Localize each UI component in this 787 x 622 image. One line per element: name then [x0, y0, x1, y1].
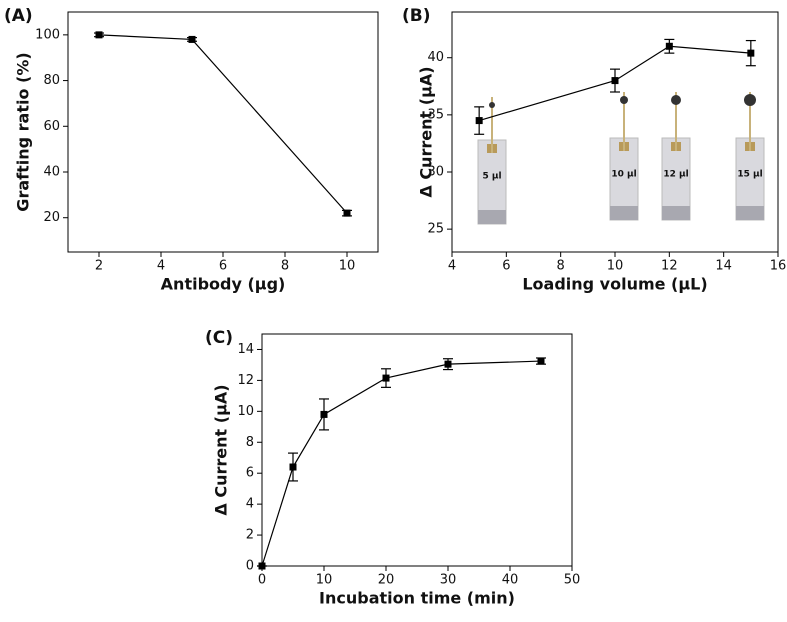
plot-frame: [67, 11, 379, 253]
data-point: [289, 463, 297, 471]
y-tick-label: 25: [427, 222, 444, 237]
y-tick-label: 40: [43, 165, 60, 180]
y-axis-title: Δ Current (µA): [417, 66, 436, 197]
x-tick-label: 10: [607, 259, 624, 274]
data-point: [665, 42, 673, 50]
x-tick-label: 12: [661, 259, 678, 274]
data-point: [320, 410, 328, 418]
y-tick-label: 20: [43, 210, 60, 225]
inset-drop: [671, 95, 681, 105]
y-tick-label: 14: [237, 342, 254, 357]
inset-drop: [620, 96, 628, 104]
x-tick-label: 8: [557, 259, 565, 274]
y-tick-label: 4: [246, 497, 254, 512]
panel-label: (C): [205, 328, 233, 348]
data-point: [475, 117, 483, 125]
data-point: [258, 562, 266, 570]
data-point: [343, 209, 351, 217]
x-tick-label: 20: [378, 573, 395, 588]
inset-base: [662, 206, 690, 220]
y-tick-label: 2: [246, 528, 254, 543]
x-tick-label: 40: [502, 573, 519, 588]
x-tick-label: 14: [715, 259, 732, 274]
x-tick-label: 4: [448, 259, 456, 274]
y-tick-label: 8: [246, 435, 254, 450]
x-tick-label: 16: [770, 259, 787, 274]
inset-label: 15 µl: [737, 170, 762, 180]
inset-drop: [489, 102, 495, 108]
data-point: [747, 49, 755, 57]
y-tick-label: 60: [43, 119, 60, 134]
x-tick-label: 8: [281, 259, 289, 274]
data-line: [261, 360, 542, 567]
inset-label: 5 µl: [482, 172, 501, 182]
inset-drop: [744, 94, 756, 106]
data-point: [188, 35, 196, 43]
data-line: [478, 45, 751, 122]
x-tick-label: 6: [219, 259, 227, 274]
y-tick-label: 30: [427, 165, 444, 180]
x-tick-label: 10: [316, 573, 333, 588]
y-tick-label: 80: [43, 73, 60, 88]
x-axis-title: Antibody (µg): [161, 275, 286, 294]
y-tick-label: 40: [427, 50, 444, 65]
data-point: [444, 360, 452, 368]
x-tick-label: 0: [258, 573, 266, 588]
x-tick-label: 30: [440, 573, 457, 588]
inset-label: 10 µl: [611, 170, 636, 180]
plot-frame: [261, 333, 573, 567]
inset-base: [478, 210, 506, 224]
data-point: [95, 31, 103, 39]
x-tick-label: 6: [502, 259, 510, 274]
inset-base: [736, 206, 764, 220]
data-point: [382, 374, 390, 382]
y-tick-label: 35: [427, 107, 444, 122]
data-point: [537, 357, 545, 365]
y-tick-label: 12: [237, 373, 254, 388]
data-line: [98, 34, 348, 214]
data-point: [611, 77, 619, 85]
x-axis-title: Incubation time (min): [319, 589, 515, 608]
inset-base: [610, 206, 638, 220]
x-tick-label: 50: [564, 573, 581, 588]
panel-label: (A): [4, 6, 33, 26]
y-tick-label: 10: [237, 404, 254, 419]
y-axis-title: Δ Current (µA): [212, 384, 231, 515]
x-tick-label: 4: [157, 259, 165, 274]
x-axis-title: Loading volume (µL): [522, 275, 707, 294]
y-axis-title: Grafting ratio (%): [14, 52, 33, 211]
x-tick-label: 2: [95, 259, 103, 274]
y-tick-label: 100: [35, 27, 60, 42]
inset-label: 12 µl: [663, 170, 688, 180]
panel-label: (B): [402, 6, 431, 26]
y-tick-label: 6: [246, 466, 254, 481]
x-tick-label: 10: [339, 259, 356, 274]
y-tick-label: 0: [246, 559, 254, 574]
